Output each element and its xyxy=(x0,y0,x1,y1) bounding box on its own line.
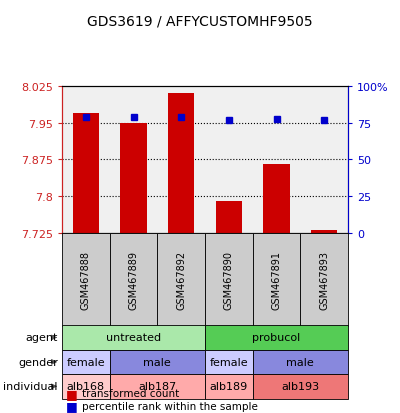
Text: GSM467891: GSM467891 xyxy=(272,250,282,309)
Text: transformed count: transformed count xyxy=(82,388,179,398)
Text: female: female xyxy=(66,357,105,367)
Text: agent: agent xyxy=(26,332,58,343)
Text: probucol: probucol xyxy=(252,332,301,343)
Text: GSM467890: GSM467890 xyxy=(224,250,234,309)
Text: alb187: alb187 xyxy=(138,381,176,392)
Text: GDS3619 / AFFYCUSTOMHF9505: GDS3619 / AFFYCUSTOMHF9505 xyxy=(87,14,313,28)
Text: alb189: alb189 xyxy=(210,381,248,392)
Text: gender: gender xyxy=(18,357,58,367)
Text: percentile rank within the sample: percentile rank within the sample xyxy=(82,401,258,411)
Bar xyxy=(73,114,99,233)
Text: male: male xyxy=(286,357,314,367)
Text: female: female xyxy=(210,357,248,367)
Bar xyxy=(120,123,147,233)
Bar xyxy=(168,94,194,233)
Text: GSM467888: GSM467888 xyxy=(81,250,91,309)
Text: individual: individual xyxy=(4,381,58,392)
Text: GSM467892: GSM467892 xyxy=(176,250,186,309)
Text: GSM467889: GSM467889 xyxy=(128,250,138,309)
Bar xyxy=(263,165,290,233)
Text: alb193: alb193 xyxy=(281,381,319,392)
Text: ■: ■ xyxy=(66,399,78,412)
Text: GSM467893: GSM467893 xyxy=(319,250,329,309)
Bar xyxy=(216,202,242,233)
Text: male: male xyxy=(144,357,171,367)
Text: untreated: untreated xyxy=(106,332,161,343)
Bar xyxy=(311,231,337,233)
Text: ■: ■ xyxy=(66,387,78,400)
Text: alb168: alb168 xyxy=(67,381,105,392)
